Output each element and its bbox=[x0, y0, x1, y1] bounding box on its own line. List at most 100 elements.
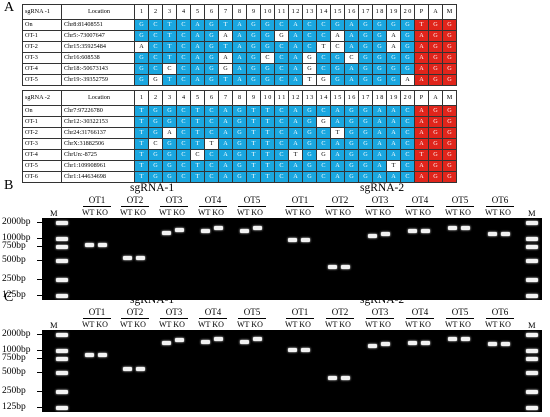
base-cell: T bbox=[190, 138, 205, 150]
gel-band bbox=[408, 229, 417, 233]
base-cell: G bbox=[246, 52, 261, 64]
base-cell: A bbox=[386, 138, 401, 150]
base-cell: G bbox=[218, 63, 233, 75]
base-cell: G bbox=[148, 127, 163, 139]
marker-label: M bbox=[528, 208, 536, 218]
wt-ko-label: WT KO bbox=[285, 208, 311, 217]
lane-underline bbox=[199, 318, 227, 319]
wt-ko-label: WT KO bbox=[405, 208, 431, 217]
row-name: OT-6 bbox=[22, 171, 62, 183]
base-cell: G bbox=[316, 74, 331, 86]
lane-underline bbox=[238, 206, 266, 207]
base-cell: G bbox=[372, 41, 387, 53]
table-row: On Chr8:81408551 G C T C A G T A G G C A C C G A G G G G T G G bbox=[22, 19, 457, 31]
base-cell: C bbox=[330, 41, 345, 53]
base-cell: G bbox=[372, 19, 387, 31]
table-header-position: 1 7 bbox=[358, 4, 373, 20]
base-cell: A bbox=[288, 127, 303, 139]
gel-band bbox=[526, 294, 538, 298]
base-cell: G bbox=[330, 19, 345, 31]
base-cell: T bbox=[134, 149, 149, 161]
gel-band bbox=[526, 237, 538, 241]
gel-band bbox=[288, 348, 297, 352]
ladder-label: 2000bp bbox=[2, 329, 31, 339]
base-cell: A bbox=[232, 30, 247, 42]
base-cell: T bbox=[302, 74, 317, 86]
base-cell: G bbox=[302, 52, 317, 64]
gel-band bbox=[56, 406, 68, 410]
lane-label: OT1 bbox=[291, 195, 309, 205]
base-cell: G bbox=[358, 105, 373, 117]
table-header-position: 6 bbox=[204, 90, 219, 106]
row-location: Chr1:109908961 bbox=[61, 160, 135, 172]
base-cell: G bbox=[442, 149, 457, 161]
base-cell: G bbox=[260, 74, 275, 86]
table-header-position: 1 7 bbox=[358, 90, 373, 106]
base-cell: T bbox=[190, 160, 205, 172]
lane-label: OT6 bbox=[491, 307, 509, 317]
gel-band bbox=[162, 231, 171, 235]
gel-band bbox=[501, 232, 510, 236]
table-header-position: 5 bbox=[190, 4, 205, 20]
lane-label: OT4 bbox=[411, 307, 429, 317]
base-cell: G bbox=[232, 149, 247, 161]
gel-band bbox=[175, 228, 184, 232]
base-cell: A bbox=[414, 116, 429, 128]
base-cell: A bbox=[414, 74, 429, 86]
ladder-tick bbox=[37, 358, 42, 359]
table-header-position: 3 bbox=[162, 90, 177, 106]
base-cell: G bbox=[162, 116, 177, 128]
base-cell: G bbox=[204, 52, 219, 64]
base-cell: C bbox=[400, 116, 415, 128]
gel-band bbox=[240, 229, 249, 233]
base-cell: A bbox=[288, 41, 303, 53]
gel-band bbox=[56, 278, 68, 282]
base-cell: A bbox=[232, 52, 247, 64]
table-header-position: 1 1 bbox=[274, 4, 289, 20]
gel-band bbox=[526, 221, 538, 225]
lane-label: OT5 bbox=[243, 307, 261, 317]
base-cell: C bbox=[316, 30, 331, 42]
base-cell: T bbox=[218, 41, 233, 53]
base-cell: G bbox=[316, 116, 331, 128]
base-cell: G bbox=[302, 116, 317, 128]
base-cell: G bbox=[260, 41, 275, 53]
base-cell: A bbox=[386, 116, 401, 128]
base-cell: G bbox=[442, 160, 457, 172]
base-cell: G bbox=[260, 30, 275, 42]
base-cell: C bbox=[148, 41, 163, 53]
lane-label: OT1 bbox=[88, 307, 106, 317]
lane-underline bbox=[199, 206, 227, 207]
table-header-sgrna: sgRNA -1 bbox=[22, 4, 62, 20]
gel-band bbox=[408, 341, 417, 345]
table-header-position: 1 4 bbox=[316, 4, 331, 20]
base-cell: G bbox=[386, 52, 401, 64]
gel-band bbox=[421, 229, 430, 233]
base-cell: G bbox=[400, 30, 415, 42]
base-cell: T bbox=[260, 149, 275, 161]
group-title-sgrna2: sgRNA-2 bbox=[360, 182, 405, 194]
base-cell: G bbox=[204, 74, 219, 86]
base-cell: G bbox=[358, 74, 373, 86]
table-header-position: 3 bbox=[162, 4, 177, 20]
table-row: OT-2 Chr24:31766137 T G A C T C A G T T C A G C T G G A A C A G… bbox=[22, 127, 457, 139]
lane-label: OT2 bbox=[331, 307, 349, 317]
base-cell: T bbox=[162, 19, 177, 31]
base-cell: G bbox=[358, 19, 373, 31]
base-cell: G bbox=[232, 138, 247, 150]
lane-underline bbox=[406, 318, 434, 319]
base-cell: G bbox=[246, 19, 261, 31]
base-cell: C bbox=[204, 149, 219, 161]
base-cell: G bbox=[134, 74, 149, 86]
table-row: OT-4 ChrUn:-8725 T G G C C C A G T T C T G G A G G A A C T G G bbox=[22, 149, 457, 161]
base-cell: G bbox=[232, 105, 247, 117]
lane-label: OT5 bbox=[243, 195, 261, 205]
gel-band bbox=[448, 226, 457, 230]
lane-underline bbox=[326, 318, 354, 319]
wt-ko-label: WT KO bbox=[237, 320, 263, 329]
row-location: Chr5:-73007647 bbox=[61, 30, 135, 42]
table-header-position: 7 bbox=[218, 4, 233, 20]
row-name: OT-2 bbox=[22, 127, 62, 139]
gel-band bbox=[488, 232, 497, 236]
